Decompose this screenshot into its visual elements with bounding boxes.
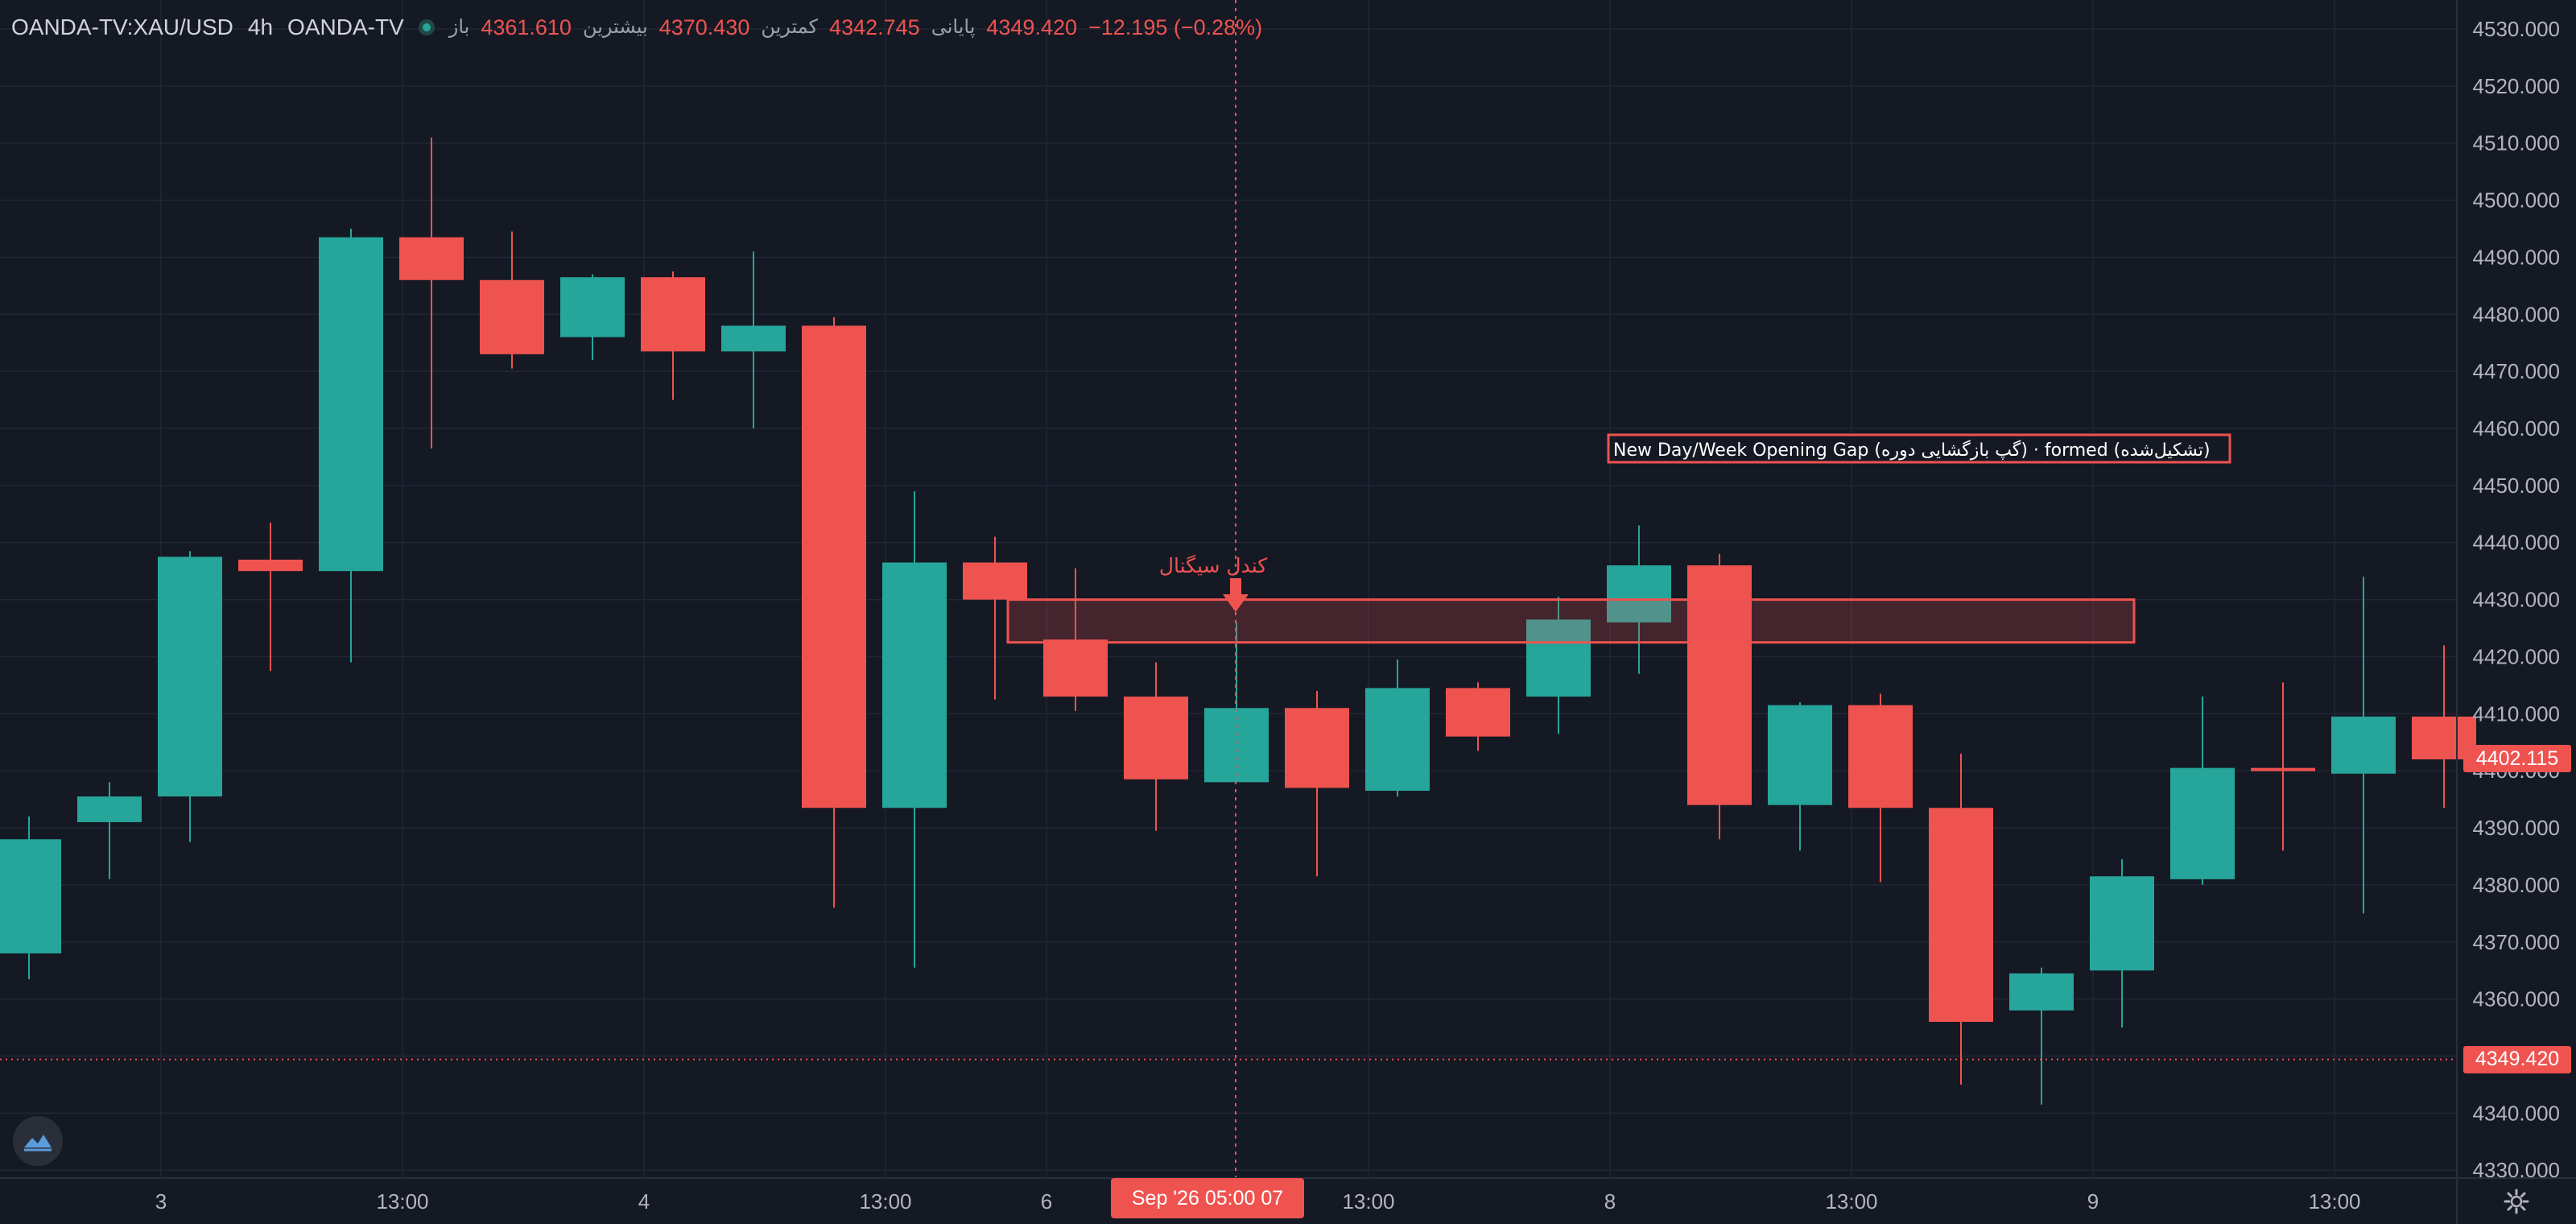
candle-body-up [77,796,142,822]
candle-body-down [1285,708,1349,788]
time-axis-label: 4 [638,1189,650,1214]
candle-body-up [2331,716,2396,774]
time-axis-label: 3 [155,1189,167,1214]
symbol-legend: OANDA-TV:XAU/USD 4h OANDA-TV باز 4361.61… [11,11,1262,43]
signal-candle-label: کندل سیگنال [1159,554,1267,577]
signal-arrow-shaft [1230,578,1241,599]
market-status-icon[interactable] [418,19,435,35]
price-axis-label: 4490.000 [2473,245,2560,269]
time-axis-label: 9 [2087,1189,2099,1214]
price-axis-label: 4530.000 [2473,17,2560,41]
candle-body-down [802,325,866,808]
price-axis-label: 4470.000 [2473,359,2560,383]
candle-body-down [1124,697,1188,779]
open-value: 4361.610 [481,14,572,39]
candle-body-up [1365,688,1430,791]
price-axis-label: 4520.000 [2473,74,2560,98]
candle-body-down [1687,565,1752,805]
price-axis-label: 4510.000 [2473,131,2560,155]
gap-label-text: New Day/Week Opening Gap (گپ بازگشایی دو… [1613,440,2211,461]
price-axis-label: 4420.000 [2473,644,2560,668]
candle-body-up [1526,619,1591,697]
time-axis-label: 6 [1041,1189,1052,1214]
candle-body-down [1446,688,1510,737]
time-axis-label: 13:00 [376,1189,428,1214]
candle-body-down [641,277,705,352]
candle-body-up [2009,973,2074,1011]
price-axis-label: 4340.000 [2473,1101,2560,1125]
candle-body-down [2251,767,2315,771]
time-axis-label: 13:00 [2308,1189,2360,1214]
candlestick-series [0,137,2476,1105]
crosshair-time-tag: Sep '26 05:00 07 [1111,1178,1304,1218]
last-price-tag: 4402.115 [2463,745,2571,773]
gap-label-box [1607,433,2231,464]
candle-body-up [882,562,947,808]
candle-body-down [399,237,464,280]
change-value: −12.195 (−0.28%) [1088,14,1263,39]
candle-body-up [560,277,625,337]
candle-body-up [2170,767,2235,879]
candle-body-up [1607,565,1671,622]
candle-body-down [1848,705,1913,808]
close-label: پایانی [931,14,976,38]
price-axis-label: 4410.000 [2473,701,2560,726]
time-axis-label: 8 [1604,1189,1616,1214]
current-price-tag: 4349.420 [2463,1045,2571,1073]
price-axis-label: 4480.000 [2473,302,2560,326]
symbol-name[interactable]: OANDA-TV:XAU/USD [11,14,233,39]
time-axis-label: 13:00 [1342,1189,1394,1214]
candle-body-up [319,237,383,572]
price-grid [0,0,2457,1178]
open-label: باز [448,14,470,38]
low-label: کمترین [761,14,819,38]
high-label: بیشترین [582,14,648,38]
price-axis-label: 4450.000 [2473,473,2560,498]
chart-overlays: New Day/Week Opening Gap (گپ بازگشایی دو… [0,0,2457,1178]
price-axis-label: 4370.000 [2473,930,2560,954]
candle-body-up [1768,705,1832,805]
close-value: 4349.420 [986,14,1077,39]
opening-gap-zone [1006,598,2136,644]
candle-body-down [963,562,1027,600]
high-value: 4370.430 [658,14,750,39]
interval-label[interactable]: 4h [247,14,274,39]
candle-body-down [1043,639,1108,697]
candle-body-up [158,556,222,797]
signal-arrow-icon [1223,594,1249,612]
time-axis-label: 13:00 [1825,1189,1877,1214]
price-axis-label: 4430.000 [2473,588,2560,612]
candle-body-down [1929,808,1993,1022]
candle-body-up [0,839,61,953]
price-axis-label: 4380.000 [2473,873,2560,897]
price-axis-label: 4440.000 [2473,531,2560,555]
candle-body-up [721,325,786,352]
candle-body-down [238,559,303,572]
price-axis-label: 4460.000 [2473,416,2560,440]
price-axis-label: 4500.000 [2473,188,2560,213]
candle-body-up [1204,708,1269,783]
price-axis-label: 4390.000 [2473,816,2560,840]
candle-body-up [2090,876,2154,971]
exchange-label: OANDA-TV [287,14,404,39]
time-axis-label: 13:00 [859,1189,911,1214]
ohlc-values: باز 4361.610 بیشترین 4370.430 کمترین 434… [449,15,1262,40]
gear-icon[interactable] [2502,1187,2531,1216]
price-axis-label: 4360.000 [2473,987,2560,1011]
low-value: 4342.745 [829,14,920,39]
candle-body-down [480,279,544,354]
tradingview-logo-icon[interactable] [13,1116,63,1166]
